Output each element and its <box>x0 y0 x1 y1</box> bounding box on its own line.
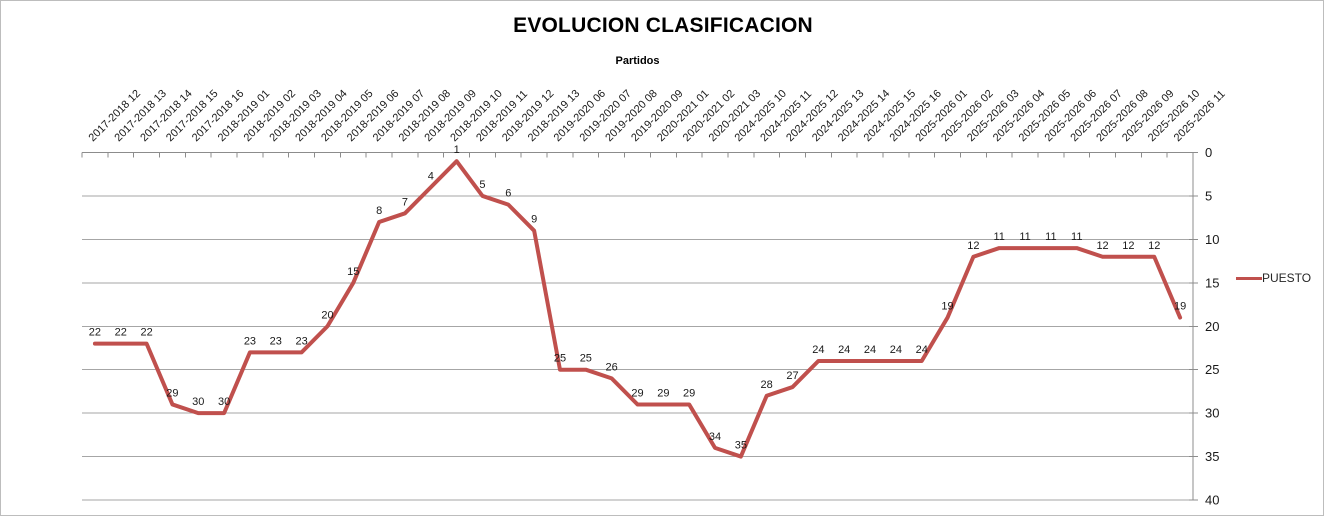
y-tick-label: 40 <box>1205 493 1219 508</box>
data-label: 19 <box>941 301 953 313</box>
data-label: 30 <box>192 396 204 408</box>
series-line-puesto <box>92 159 1183 459</box>
data-label: 24 <box>812 344 824 356</box>
chart-title: EVOLUCION CLASIFICACION <box>513 14 813 37</box>
data-label: 29 <box>166 387 178 399</box>
legend-series-label: PUESTO <box>1262 271 1312 285</box>
y-tick-label: 10 <box>1205 232 1219 247</box>
data-label: 25 <box>554 353 566 365</box>
data-label: 9 <box>531 214 537 226</box>
y-tick-label: 5 <box>1205 188 1212 203</box>
data-label: 27 <box>786 370 798 382</box>
data-label: 4 <box>428 170 434 182</box>
data-label: 34 <box>709 431 721 443</box>
data-label: 5 <box>479 179 485 191</box>
data-label: 26 <box>606 361 618 373</box>
y-tick-label: 0 <box>1205 145 1212 160</box>
data-label: 12 <box>1122 240 1134 252</box>
data-label: 24 <box>890 344 902 356</box>
data-label: 12 <box>1148 240 1160 252</box>
data-label: 11 <box>1045 231 1056 243</box>
data-label: 23 <box>295 335 307 347</box>
data-label: 24 <box>838 344 850 356</box>
data-label: 29 <box>657 387 669 399</box>
y-tick-label: 15 <box>1205 275 1219 290</box>
data-label: 29 <box>683 387 695 399</box>
data-label: 11 <box>1071 231 1082 243</box>
data-label: 12 <box>1096 240 1108 252</box>
x-axis-title: Partidos <box>615 55 660 67</box>
data-label: 1 <box>454 144 460 156</box>
data-label: 24 <box>864 344 876 356</box>
y-tick-label: 20 <box>1205 319 1219 334</box>
data-label: 29 <box>631 387 643 399</box>
data-label: 30 <box>218 396 230 408</box>
y-tick-label: 30 <box>1205 406 1219 421</box>
legend-line-marker <box>1236 276 1262 280</box>
legend: PUESTO <box>1236 271 1311 285</box>
data-label: 7 <box>402 196 408 208</box>
y-tick-label: 35 <box>1205 449 1219 464</box>
data-label: 22 <box>89 327 101 339</box>
data-label: 25 <box>580 353 592 365</box>
data-label: 11 <box>1019 231 1030 243</box>
data-label: 19 <box>1174 301 1186 313</box>
data-label: 8 <box>376 205 382 217</box>
data-label: 35 <box>735 440 747 452</box>
data-label: 22 <box>115 327 127 339</box>
data-label: 23 <box>244 335 256 347</box>
data-label: 28 <box>761 379 773 391</box>
data-label: 23 <box>270 335 282 347</box>
data-label: 22 <box>140 327 152 339</box>
y-tick-label: 25 <box>1205 362 1219 377</box>
data-label: 6 <box>505 188 511 200</box>
data-label: 24 <box>916 344 928 356</box>
data-label: 15 <box>347 266 359 278</box>
data-label: 12 <box>967 240 979 252</box>
data-label: 20 <box>321 309 333 321</box>
data-label: 11 <box>994 231 1005 243</box>
